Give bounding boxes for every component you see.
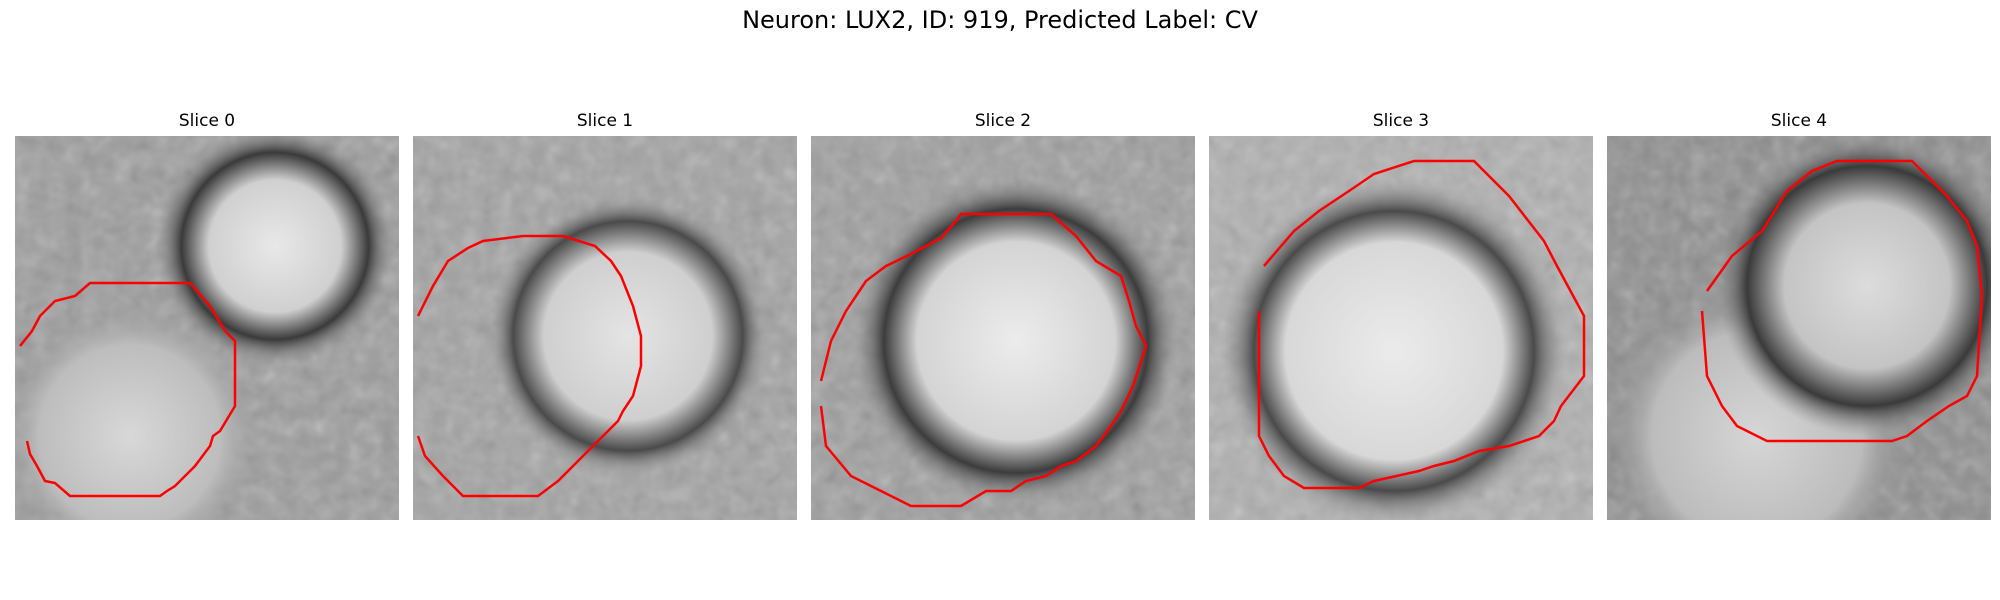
contour-line: [19, 281, 237, 498]
contour-line: [819, 212, 1148, 508]
slice-image-3: [1209, 136, 1593, 520]
contour-line: [1257, 159, 1586, 490]
slice-panel-3: Slice 3: [1209, 108, 1593, 520]
slice-panel-1: Slice 1: [413, 108, 797, 520]
slice-title: Slice 1: [576, 111, 634, 131]
slice-panel-2: Slice 2: [811, 108, 1195, 520]
slice-image-0: [15, 136, 399, 520]
slice-title: Slice 4: [1770, 111, 1828, 131]
slice-image-4: [1607, 136, 1991, 520]
slice-image-1: [413, 136, 797, 520]
slice-title: Slice 3: [1372, 111, 1430, 131]
slice-panel-4: Slice 4: [1607, 108, 1991, 520]
contour-line: [1700, 159, 1984, 443]
figure-title: Neuron: LUX2, ID: 919, Predicted Label: …: [742, 6, 1258, 34]
slice-title: Slice 0: [178, 111, 236, 131]
contour-line: [416, 234, 643, 498]
slice-panel-0: Slice 0: [15, 108, 399, 520]
slice-image-2: [811, 136, 1195, 520]
slice-title: Slice 2: [974, 111, 1032, 131]
